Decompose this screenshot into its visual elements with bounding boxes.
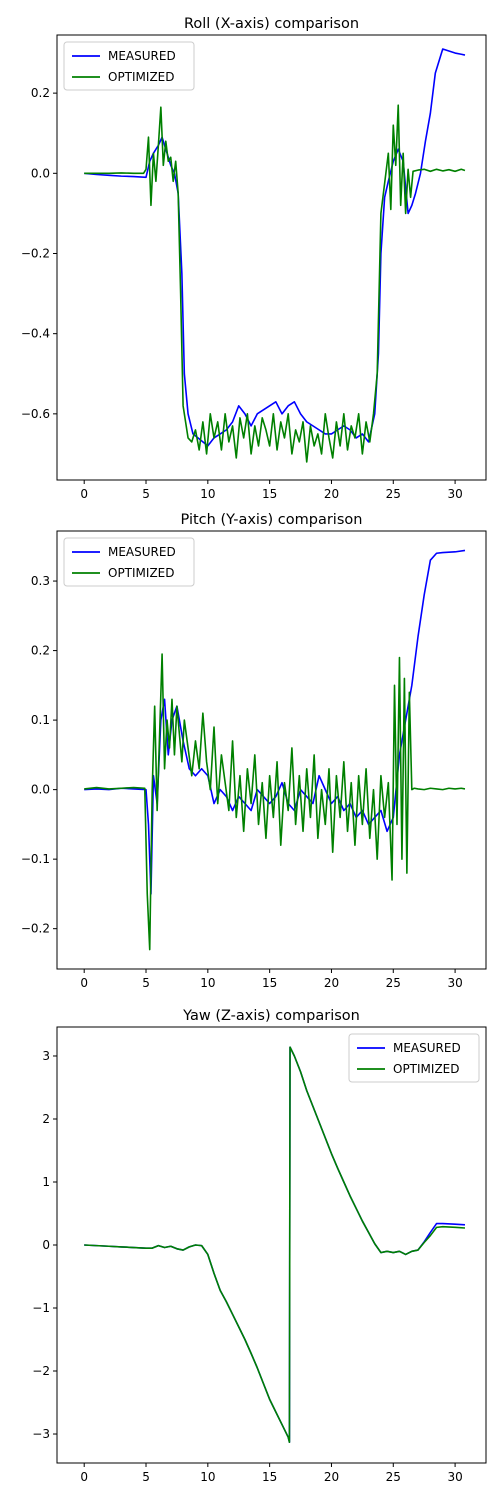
x-tick-label: 30 bbox=[447, 1470, 462, 1484]
x-tick-label: 25 bbox=[386, 487, 401, 501]
legend-label-optimized: OPTIMIZED bbox=[108, 70, 175, 84]
chart-panel-1: Pitch (Y-axis) comparison 0 5 10 15 20 25 30 −0.… bbox=[21, 512, 487, 990]
y-tick-label: 0.2 bbox=[31, 644, 50, 658]
legend-label-optimized: OPTIMIZED bbox=[393, 1062, 460, 1076]
legend: MEASURED OPTIMIZED bbox=[63, 41, 195, 91]
chart-title: Yaw (Z-axis) comparison bbox=[182, 1008, 360, 1024]
legend-label-measured: MEASURED bbox=[393, 1041, 461, 1055]
x-tick-label: 5 bbox=[142, 976, 150, 990]
series-line-optimized bbox=[84, 653, 466, 951]
y-tick-label: −0.4 bbox=[21, 327, 50, 341]
series-line-optimized bbox=[84, 1046, 466, 1444]
y-tick-label: −2 bbox=[32, 1364, 50, 1378]
x-tick-label: 5 bbox=[142, 487, 150, 501]
chart-panel-0: Roll (X-axis) comparison 0 5 10 15 20 25 30 −0.6… bbox=[21, 16, 487, 501]
y-tick-label: 0.2 bbox=[31, 86, 50, 100]
x-tick-label: 15 bbox=[262, 1470, 277, 1484]
y-tick-label: −0.6 bbox=[21, 407, 50, 421]
y-tick-label: 0 bbox=[42, 1238, 50, 1252]
chart-title: Pitch (Y-axis) comparison bbox=[181, 512, 363, 528]
x-tick-label: 15 bbox=[262, 976, 277, 990]
series-group bbox=[84, 549, 466, 951]
legend-box bbox=[348, 1033, 480, 1083]
x-tick-label: 0 bbox=[80, 976, 88, 990]
legend-label-measured: MEASURED bbox=[108, 49, 176, 63]
x-tick-label: 0 bbox=[80, 1470, 88, 1484]
y-tick-label: 3 bbox=[42, 1049, 50, 1063]
series-line-measured bbox=[84, 48, 466, 447]
legend-box bbox=[63, 41, 195, 91]
plot-area-frame bbox=[56, 530, 487, 970]
x-tick-label: 20 bbox=[324, 1470, 339, 1484]
x-tick-label: 10 bbox=[200, 1470, 215, 1484]
x-tick-label: 25 bbox=[386, 976, 401, 990]
chart-title: Roll (X-axis) comparison bbox=[184, 16, 359, 32]
series-group bbox=[84, 1046, 466, 1444]
legend: MEASURED OPTIMIZED bbox=[63, 537, 195, 587]
series-group bbox=[84, 48, 466, 463]
legend-label-measured: MEASURED bbox=[108, 545, 176, 559]
y-tick-label: 2 bbox=[42, 1112, 50, 1126]
legend-label-optimized: OPTIMIZED bbox=[108, 566, 175, 580]
legend: MEASURED OPTIMIZED bbox=[348, 1033, 480, 1083]
x-tick-label: 25 bbox=[386, 1470, 401, 1484]
x-tick-label: 5 bbox=[142, 1470, 150, 1484]
series-line-measured bbox=[84, 1046, 466, 1444]
y-tick-label: 0.1 bbox=[31, 713, 50, 727]
x-tick-label: 20 bbox=[324, 487, 339, 501]
y-tick-label: −0.2 bbox=[21, 922, 50, 936]
x-tick-label: 10 bbox=[200, 487, 215, 501]
series-line-optimized bbox=[84, 104, 466, 463]
y-tick-label: −0.2 bbox=[21, 246, 50, 260]
x-tick-label: 30 bbox=[447, 487, 462, 501]
y-tick-label: 0.0 bbox=[31, 783, 50, 797]
plot-area-frame bbox=[56, 34, 487, 481]
legend-box bbox=[63, 537, 195, 587]
x-tick-label: 10 bbox=[200, 976, 215, 990]
y-tick-label: 0.0 bbox=[31, 166, 50, 180]
y-tick-label: −1 bbox=[32, 1301, 50, 1315]
y-tick-label: 0.3 bbox=[31, 574, 50, 588]
y-tick-label: 1 bbox=[42, 1175, 50, 1189]
x-tick-label: 15 bbox=[262, 487, 277, 501]
x-tick-label: 30 bbox=[447, 976, 462, 990]
x-tick-label: 0 bbox=[80, 487, 88, 501]
y-tick-label: −0.1 bbox=[21, 852, 50, 866]
y-tick-label: −3 bbox=[32, 1427, 50, 1441]
x-tick-label: 20 bbox=[324, 976, 339, 990]
